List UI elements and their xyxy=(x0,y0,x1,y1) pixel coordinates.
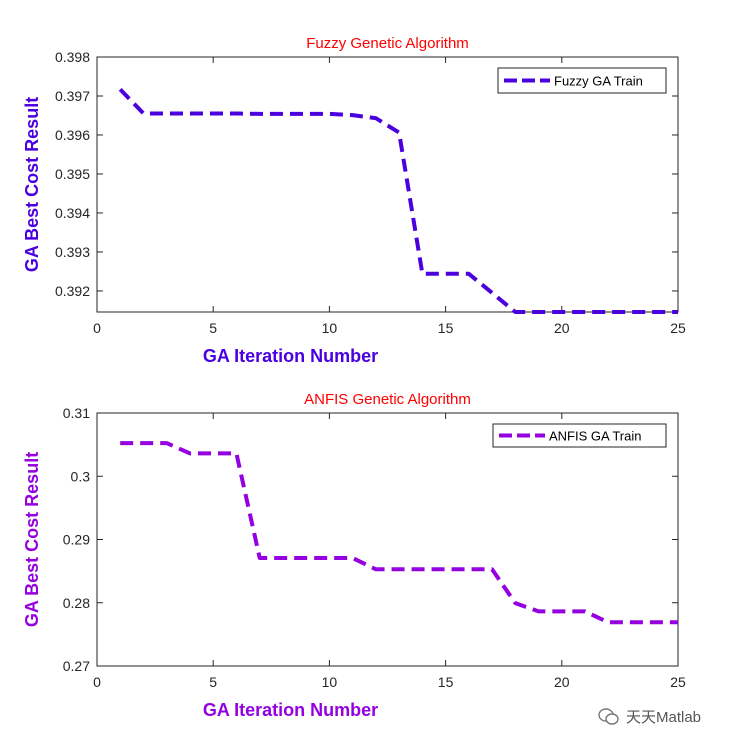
y-axis-label: GA Best Cost Result xyxy=(22,452,42,627)
y-tick-label: 0.398 xyxy=(55,49,90,65)
x-tick-label: 15 xyxy=(438,674,454,690)
y-tick-label: 0.395 xyxy=(55,166,90,182)
wechat-icon xyxy=(598,708,620,726)
x-tick-label: 0 xyxy=(93,674,101,690)
legend-label: ANFIS GA Train xyxy=(549,429,641,444)
x-tick-label: 25 xyxy=(670,320,686,336)
axes-2: ANFIS Genetic Algorithm 0 5 10 15 20 25 0.27 0.2… xyxy=(22,391,686,720)
y-axis-label: GA Best Cost Result xyxy=(22,97,42,272)
chart-title: ANFIS Genetic Algorithm xyxy=(304,391,471,408)
y-tick-label: 0.394 xyxy=(55,205,90,221)
legend: ANFIS GA Train xyxy=(493,424,666,447)
axes-1: Fuzzy Genetic Algorithm 0 5 10 15 20 25 0.392 0.… xyxy=(22,35,686,366)
x-tick-label: 5 xyxy=(209,320,217,336)
x-axis-label: GA Iteration Number xyxy=(203,700,378,720)
y-tick-label: 0.393 xyxy=(55,244,90,260)
y-tick-label: 0.396 xyxy=(55,127,90,143)
y-tick-label: 0.392 xyxy=(55,283,90,299)
x-tick-label: 20 xyxy=(554,320,570,336)
watermark-text: 天天Matlab xyxy=(626,706,701,727)
x-tick-label: 20 xyxy=(554,674,570,690)
x-tick-label: 0 xyxy=(93,320,101,336)
x-tick-label: 10 xyxy=(322,320,338,336)
y-tick-label: 0.31 xyxy=(63,405,90,421)
y-tick-label: 0.27 xyxy=(63,658,90,674)
legend-label: Fuzzy GA Train xyxy=(554,74,643,89)
watermark: 天天Matlab xyxy=(598,706,701,727)
x-tick-label: 10 xyxy=(322,674,338,690)
y-tick-label: 0.3 xyxy=(71,468,91,484)
y-tick-label: 0.397 xyxy=(55,88,90,104)
legend: Fuzzy GA Train xyxy=(498,68,666,93)
x-tick-label: 15 xyxy=(438,320,454,336)
chart-title: Fuzzy Genetic Algorithm xyxy=(306,35,469,52)
y-tick-label: 0.29 xyxy=(63,532,90,548)
x-axis-label: GA Iteration Number xyxy=(203,346,378,366)
x-tick-label: 25 xyxy=(670,674,686,690)
x-tick-label: 5 xyxy=(209,674,217,690)
plot-area xyxy=(97,57,678,312)
y-tick-label: 0.28 xyxy=(63,595,90,611)
